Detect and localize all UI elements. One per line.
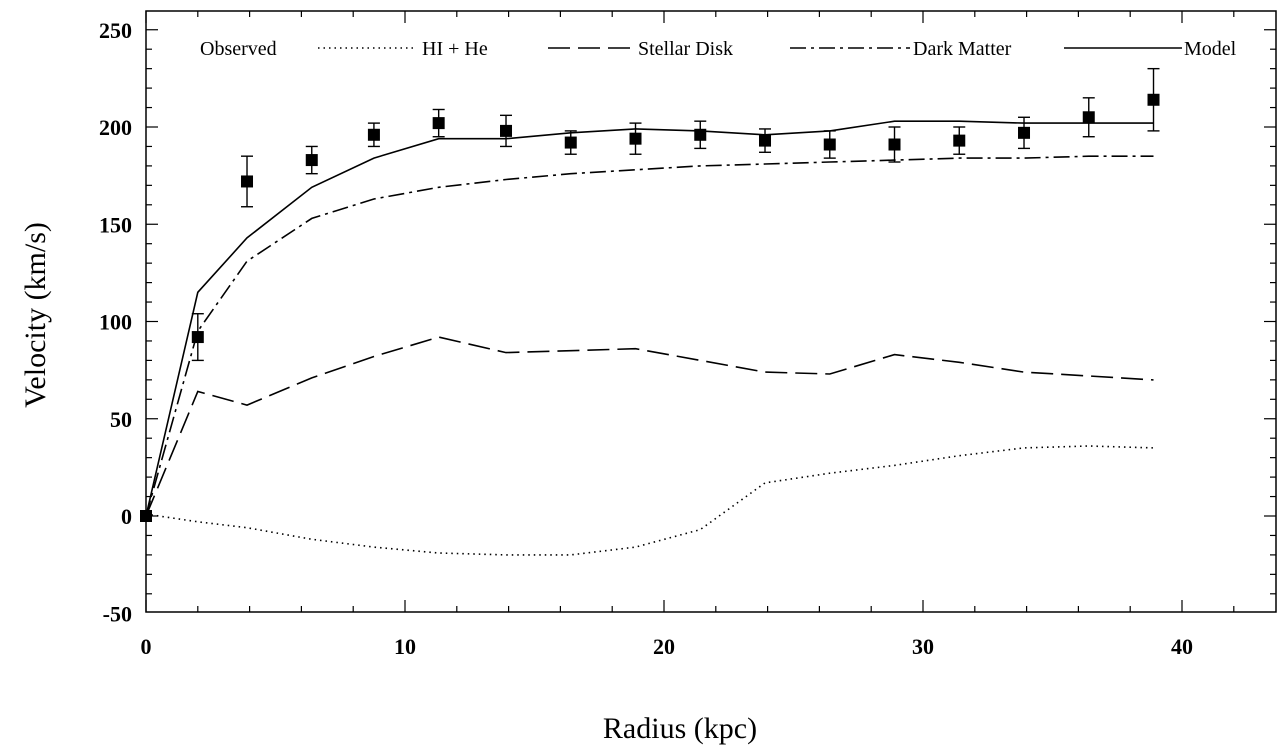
legend-label-stellar-disk: Stellar Disk [638, 38, 733, 60]
legend-label-dark-matter: Dark Matter [913, 38, 1012, 60]
y-tick-label: 0 [121, 504, 132, 529]
data-point [432, 117, 445, 130]
legend: Observed HI + He Stellar Disk Dark Matter Mo… [200, 38, 1237, 60]
series-lines [145, 120, 1154, 556]
y-axis-title: Velocity (km/s) [19, 222, 52, 408]
data-point [888, 138, 901, 151]
x-tick-label: 20 [653, 634, 675, 659]
x-axis-title: Radius (kpc) [603, 712, 757, 745]
axis-tick-labels: 0 10 20 30 40 -50 0 50 100 150 200 250 [99, 18, 1193, 659]
series-line-model [145, 120, 1154, 517]
data-point [367, 128, 380, 141]
y-tick-label: -50 [103, 601, 132, 626]
legend-label-observed: Observed [200, 38, 277, 60]
x-tick-label: 30 [912, 634, 934, 659]
observed-points [140, 67, 1160, 522]
data-point [953, 134, 966, 147]
data-point [823, 138, 836, 151]
data-point [1082, 111, 1095, 124]
data-point [564, 136, 577, 149]
plot-frame [145, 10, 1277, 613]
legend-label-model: Model [1184, 38, 1237, 60]
data-point [500, 124, 513, 137]
y-tick-label: 150 [99, 212, 132, 237]
series-line-dark-matter [145, 155, 1154, 517]
series-line-stellar-disk [145, 336, 1154, 517]
series-line-hi-he [145, 445, 1154, 556]
x-tick-label: 10 [394, 634, 416, 659]
legend-label-hi-he: HI + He [422, 38, 488, 60]
data-point [1147, 93, 1160, 106]
axis-ticks [145, 11, 1276, 612]
data-point [191, 331, 204, 344]
x-tick-label: 0 [141, 634, 152, 659]
data-point [305, 154, 318, 167]
data-point [140, 510, 152, 522]
x-tick-label: 40 [1171, 634, 1193, 659]
data-point [694, 128, 707, 141]
data-point [629, 132, 642, 145]
data-point [1018, 126, 1031, 139]
y-tick-label: 250 [99, 18, 132, 43]
data-point [759, 134, 772, 147]
y-tick-label: 200 [99, 115, 132, 140]
y-tick-label: 100 [99, 310, 132, 335]
y-tick-label: 50 [110, 407, 132, 432]
data-point [241, 175, 254, 188]
